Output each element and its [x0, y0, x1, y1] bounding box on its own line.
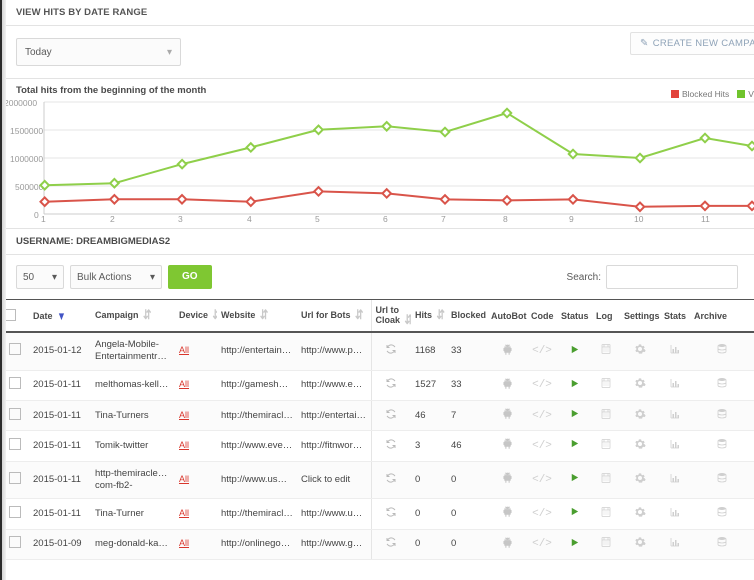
svg-text:2: 2 — [110, 214, 115, 222]
svg-text:7: 7 — [441, 214, 446, 222]
svg-text:1: 1 — [41, 214, 46, 222]
svg-text:6: 6 — [383, 214, 388, 222]
svg-text:4: 4 — [247, 214, 252, 222]
svg-text:500000: 500000 — [15, 182, 44, 192]
svg-text:2000000: 2000000 — [4, 100, 37, 108]
svg-text:3: 3 — [178, 214, 183, 222]
svg-text:11: 11 — [701, 214, 710, 222]
svg-text:5: 5 — [315, 214, 320, 222]
svg-text:0: 0 — [34, 210, 39, 220]
svg-text:9: 9 — [569, 214, 574, 222]
svg-text:1000000: 1000000 — [10, 154, 43, 164]
svg-text:10: 10 — [634, 214, 644, 222]
svg-text:8: 8 — [503, 214, 508, 222]
svg-text:1500000: 1500000 — [10, 126, 43, 136]
